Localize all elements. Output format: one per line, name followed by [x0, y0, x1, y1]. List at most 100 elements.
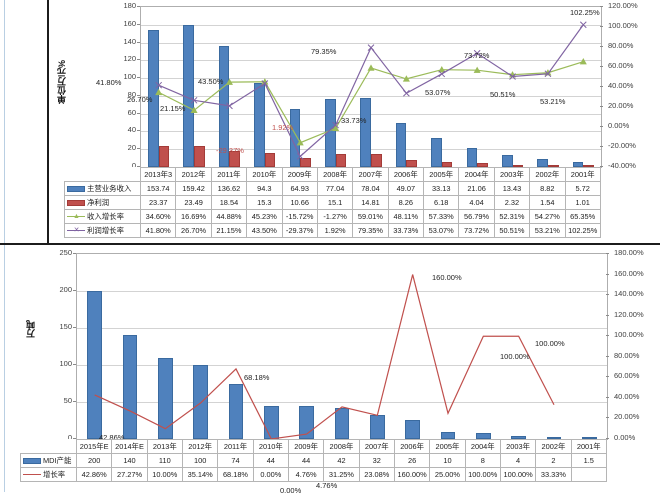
right-axis-tick-label: 120.00% [608, 1, 638, 10]
bar-primary [254, 83, 265, 167]
table-corner-cell [21, 440, 77, 454]
table-cell: 44.88% [210, 209, 248, 224]
bar-secondary [406, 159, 417, 167]
table-cell: 59.01% [352, 209, 389, 224]
data-point-label: 50.51% [490, 90, 516, 99]
table-cell: 4.76% [287, 467, 325, 482]
table-category-header: 2014年E [111, 439, 148, 454]
table-cell: 15.3 [246, 195, 283, 210]
legend-cell: 净利润 [64, 195, 141, 210]
table-cell: 73.72% [458, 223, 495, 238]
table-category-header: 2010年 [252, 439, 289, 454]
right-axis-tick [600, 46, 603, 47]
legend-cell: 主营业务收入 [64, 181, 141, 196]
right-axis-tick-label: 120.00% [614, 309, 644, 319]
bar-secondary [547, 165, 559, 167]
right-axis-tick [606, 376, 609, 378]
gridline [141, 42, 601, 44]
y-axis-tick-label: 60 [127, 107, 136, 117]
bar-primary [360, 97, 371, 167]
table-category-header: 2003年 [499, 439, 537, 454]
legend-cell: ✕ 利润增长率 [64, 223, 141, 238]
table-row: MDI产能 200 140 110 100 74 44 44 42 32 26 10 8 4 2 1.5 [20, 453, 607, 468]
table-row: ▲ 收入增长率 34.60% 16.69% 44.88% 45.23% -15.72% -1.… [64, 209, 601, 224]
bar-secondary [371, 153, 382, 167]
table-cell: 160.00% [393, 467, 431, 482]
right-axis-tick-label: 40.00% [614, 391, 640, 401]
table-cell: 44 [252, 453, 289, 468]
table-cell: 42.86% [75, 467, 113, 482]
table-cell: 14.81 [352, 195, 389, 210]
bar-secondary [194, 146, 205, 167]
table-category-header: 2005年 [422, 167, 460, 182]
table-cell: 77.04 [316, 181, 354, 196]
table-category-header: 2008年 [323, 439, 360, 454]
right-axis-tick-label: -20.00% [608, 141, 636, 150]
table-cell: 10.00% [146, 467, 183, 482]
frame-left-rule [4, 0, 5, 246]
y-axis-tick-label: 140 [123, 36, 136, 46]
right-axis-tick-label: 80.00% [614, 350, 640, 360]
table-cell: 110 [146, 453, 183, 468]
table-cell: 23.08% [358, 467, 395, 482]
legend-bar-swatch-icon [67, 185, 85, 192]
bar-primary [431, 137, 442, 167]
table-cell: 27.27% [111, 467, 148, 482]
y-axis-tick-label: 20 [127, 143, 136, 153]
gridline [141, 24, 601, 26]
data-point-label: 41.80% [96, 78, 122, 87]
right-axis-tick-label: 140.00% [614, 289, 644, 299]
table-category-header: 2006年 [387, 167, 425, 182]
table-cell: 41.80% [139, 223, 177, 238]
table-cell: 5.72 [564, 181, 601, 196]
bar-secondary [229, 150, 241, 167]
gridline [141, 131, 601, 133]
table-cell: 140 [111, 453, 148, 468]
right-axis-tick [606, 294, 609, 296]
table-category-header: 2009年 [287, 439, 325, 454]
legend-bar-swatch-icon [23, 457, 41, 464]
y-axis-tick [137, 94, 140, 96]
plot-area-top [140, 6, 602, 168]
legend-line-swatch-icon [23, 471, 41, 478]
table-cell: 100.00% [499, 467, 537, 482]
right-axis-tick [600, 66, 603, 67]
y-axis-tick [137, 130, 140, 132]
legend-cell: MDI产能 [20, 453, 77, 468]
table-category-header: 2010年 [246, 167, 283, 182]
table-cell: 4 [499, 453, 537, 468]
right-axis-tick-label: 20.00% [608, 101, 634, 110]
table-cell: 57.33% [422, 209, 460, 224]
data-point-label: 68.18% [244, 373, 270, 382]
bar-primary [572, 161, 584, 167]
frame-left-rule-lower [4, 245, 5, 492]
table-category-header: 2002年 [529, 167, 566, 182]
table-category-header: 2007年 [352, 167, 389, 182]
data-point-label: 33.73% [341, 116, 367, 125]
right-axis-tick [606, 355, 609, 357]
table-cell: 200 [75, 453, 113, 468]
panel-divider [0, 243, 660, 245]
y-axis-tick-label: 100 [59, 359, 72, 368]
data-point-label: 100.00% [500, 352, 530, 361]
gridline [141, 78, 601, 80]
y-axis-tick-label: 0 [67, 433, 72, 442]
bar-primary [501, 155, 513, 167]
y-axis-tick [137, 59, 140, 61]
right-axis-tick [606, 396, 609, 398]
right-axis-tick-label: 160.00% [614, 268, 644, 278]
table-category-header: 2006年 [393, 439, 431, 454]
right-axis-tick [606, 438, 609, 439]
bar-secondary [441, 161, 453, 167]
table-cell: 44 [287, 453, 325, 468]
gridline [141, 113, 601, 115]
gridline [141, 60, 601, 62]
table-cell: 8.82 [529, 181, 566, 196]
table-cell: 6.18 [422, 195, 460, 210]
right-axis-tick-label: 0.00% [608, 121, 630, 130]
table-cell: 45.23% [246, 209, 283, 224]
right-axis-tick [606, 314, 609, 316]
table-cell: 33.33% [535, 467, 572, 482]
right-axis-tick-label: 100.00% [608, 21, 638, 30]
table-cell: 74 [217, 453, 254, 468]
